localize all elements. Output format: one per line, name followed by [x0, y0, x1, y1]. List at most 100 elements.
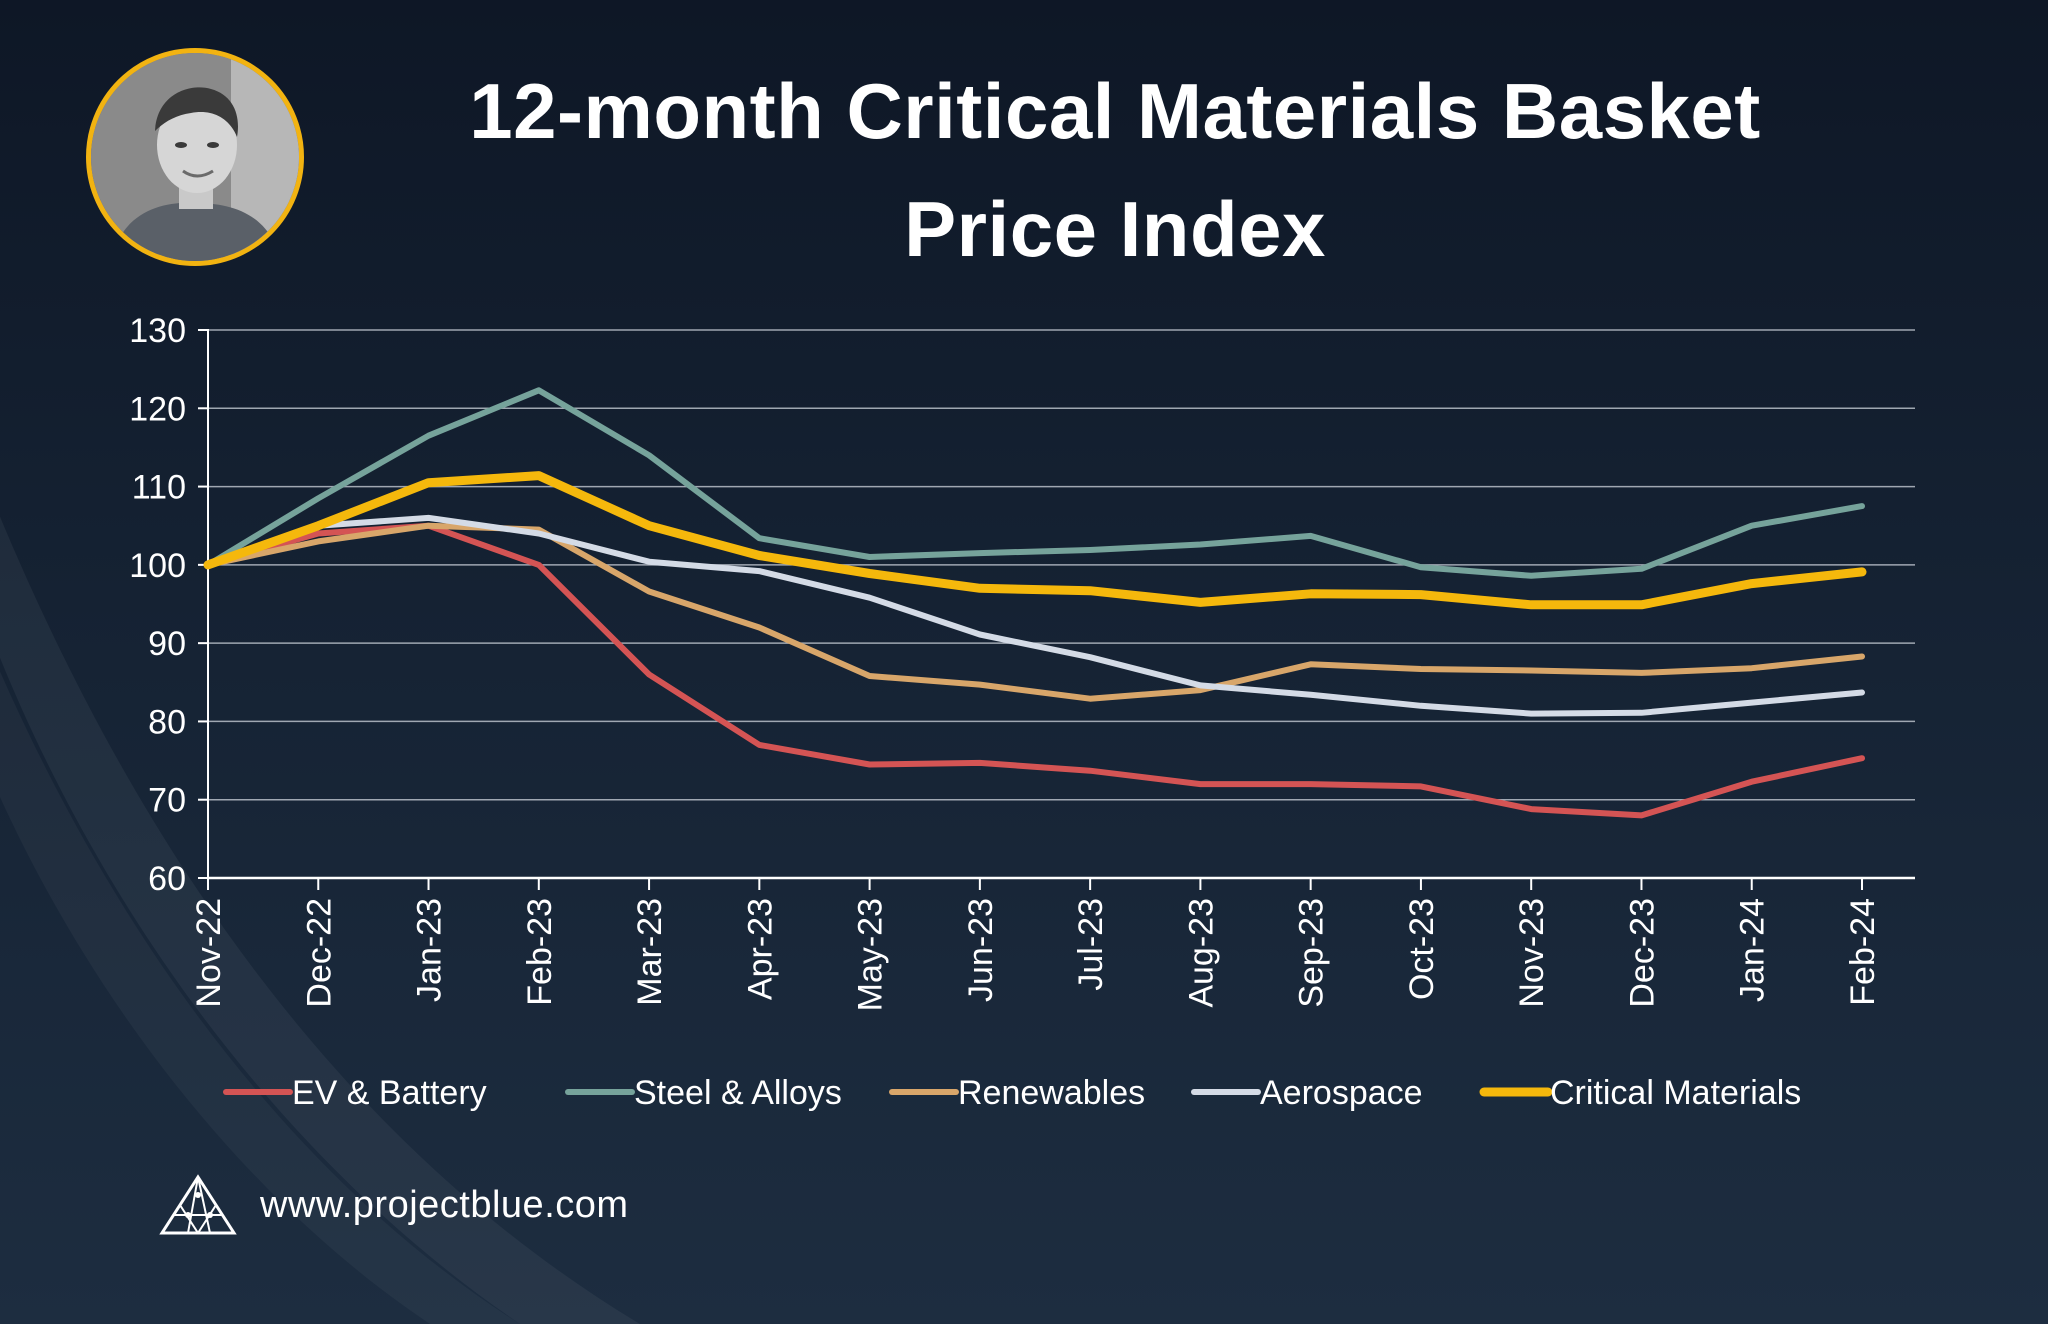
legend-label-renewables: Renewables	[958, 1074, 1145, 1112]
data-point-renewables	[1089, 698, 1091, 700]
data-point-critical-materials	[1420, 594, 1422, 596]
y-tick-label: 60	[148, 860, 186, 898]
legend-label-aerospace: Aerospace	[1260, 1074, 1423, 1112]
data-point-steel-alloys	[317, 497, 319, 499]
data-point-renewables	[758, 626, 760, 628]
data-point-ev-battery	[979, 762, 981, 764]
legend-label-ev-battery: EV & Battery	[292, 1074, 487, 1112]
data-point-critical-materials	[869, 572, 871, 574]
x-tick-label: Feb-24	[1844, 898, 1882, 1006]
y-tick-label: 80	[148, 703, 186, 741]
data-point-ev-battery	[1199, 783, 1201, 785]
data-point-steel-alloys	[979, 552, 981, 554]
y-tick-label: 90	[148, 625, 186, 663]
data-point-renewables	[1420, 668, 1422, 670]
chart-title: 12-month Critical Materials Basket Price…	[300, 52, 1930, 288]
x-tick-label: Nov-23	[1513, 898, 1551, 1008]
data-point-aerospace	[1861, 691, 1863, 693]
data-point-aerospace	[538, 533, 540, 535]
x-tick-label: Jan-24	[1734, 898, 1772, 1002]
data-point-ev-battery	[1640, 814, 1642, 816]
data-point-critical-materials	[1310, 593, 1312, 595]
data-point-steel-alloys	[1199, 544, 1201, 546]
data-point-aerospace	[428, 517, 430, 519]
data-point-critical-materials	[1751, 583, 1753, 585]
data-point-renewables	[869, 675, 871, 677]
data-point-aerospace	[1089, 656, 1091, 658]
data-point-ev-battery	[1861, 757, 1863, 759]
data-point-aerospace	[1420, 705, 1422, 707]
data-point-renewables	[648, 590, 650, 592]
chart-title-line-2: Price Index	[904, 185, 1326, 273]
data-point-renewables	[1199, 689, 1201, 691]
data-point-ev-battery	[869, 763, 871, 765]
data-point-steel-alloys	[1751, 525, 1753, 527]
data-point-steel-alloys	[428, 435, 430, 437]
series-line-ev-battery	[205, 522, 1865, 819]
data-point-critical-materials	[979, 587, 981, 589]
website-url[interactable]: www.projectblue.com	[260, 1183, 629, 1226]
x-tick-label: May-23	[852, 898, 890, 1011]
data-point-critical-materials	[428, 482, 430, 484]
data-point-steel-alloys	[648, 454, 650, 456]
data-point-renewables	[979, 684, 981, 686]
footer: www.projectblue.com	[158, 1170, 629, 1240]
data-point-steel-alloys	[1861, 505, 1863, 507]
data-point-aerospace	[758, 570, 760, 572]
data-point-critical-materials	[1640, 604, 1642, 606]
data-point-ev-battery	[1310, 783, 1312, 785]
data-point-critical-materials	[648, 525, 650, 527]
data-point-aerospace	[1199, 684, 1201, 686]
x-tick-label: Dec-23	[1623, 898, 1661, 1008]
legend-label-steel-alloys: Steel & Alloys	[634, 1074, 842, 1112]
x-tick-label: Jun-23	[962, 898, 1000, 1002]
data-point-ev-battery	[1530, 808, 1532, 810]
series-line-steel-alloys	[205, 387, 1865, 579]
data-point-steel-alloys	[1089, 549, 1091, 551]
data-point-ev-battery	[317, 533, 319, 535]
data-point-critical-materials	[207, 564, 209, 566]
data-point-critical-materials	[1199, 601, 1201, 603]
data-point-renewables	[1310, 663, 1312, 665]
data-point-aerospace	[648, 561, 650, 563]
data-point-critical-materials	[1089, 590, 1091, 592]
x-tick-label: Dec-22	[300, 898, 338, 1008]
data-point-ev-battery	[1089, 770, 1091, 772]
data-point-aerospace	[869, 597, 871, 599]
data-point-aerospace	[979, 634, 981, 636]
data-point-critical-materials	[538, 475, 540, 477]
data-point-renewables	[1861, 655, 1863, 657]
data-point-critical-materials	[1530, 604, 1532, 606]
data-point-critical-materials	[758, 554, 760, 556]
data-point-renewables	[538, 529, 540, 531]
y-tick-label: 120	[129, 390, 186, 428]
y-tick-label: 110	[132, 469, 186, 507]
x-tick-label: Aug-23	[1182, 898, 1220, 1008]
x-tick-label: Jul-23	[1072, 898, 1110, 991]
data-point-steel-alloys	[1530, 575, 1532, 577]
data-point-steel-alloys	[869, 556, 871, 558]
data-point-ev-battery	[758, 744, 760, 746]
data-point-ev-battery	[1751, 781, 1753, 783]
y-tick-label: 100	[129, 547, 186, 585]
data-point-aerospace	[1751, 702, 1753, 704]
data-point-aerospace	[1640, 712, 1642, 714]
legend-label-critical-materials: Critical Materials	[1550, 1074, 1801, 1112]
x-tick-label: Feb-23	[521, 898, 559, 1006]
x-tick-label: Oct-23	[1403, 898, 1441, 1000]
data-point-renewables	[1530, 670, 1532, 672]
data-point-steel-alloys	[1640, 568, 1642, 570]
x-tick-label: Jan-23	[411, 898, 449, 1002]
data-point-renewables	[317, 540, 319, 542]
data-point-ev-battery	[648, 673, 650, 675]
x-tick-label: Nov-22	[190, 898, 228, 1008]
projectblue-triangle-logo-icon	[159, 1174, 237, 1235]
y-tick-label: 130	[129, 312, 186, 350]
y-tick-label: 70	[148, 782, 186, 820]
x-tick-label: Apr-23	[741, 898, 779, 1000]
data-point-ev-battery	[1420, 785, 1422, 787]
data-point-renewables	[428, 525, 430, 527]
data-point-critical-materials	[1861, 571, 1863, 573]
data-point-steel-alloys	[538, 389, 540, 391]
